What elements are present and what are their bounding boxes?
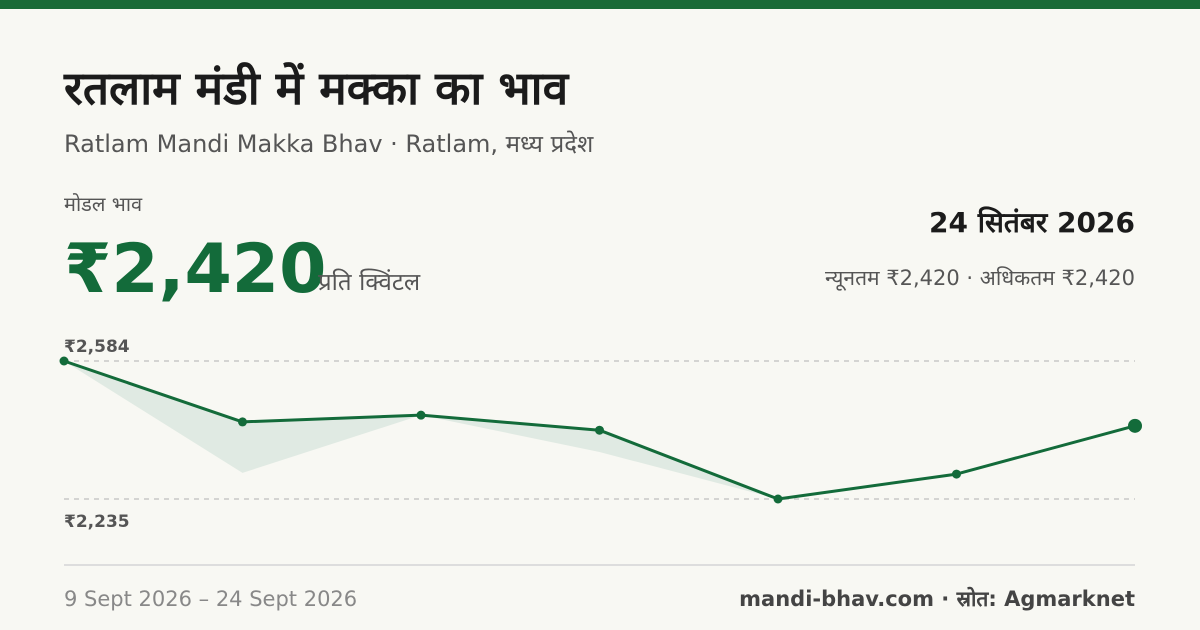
point [952,469,961,479]
y-tick-label: ₹2,235 [64,512,130,532]
price-range: न्यूनतम ₹2,420 · अधिकतम ₹2,420 [825,266,1135,291]
period: 9 Sept 2026 – 24 Sept 2026 [64,587,357,611]
range-area [64,361,778,499]
point [59,356,69,366]
point [1128,418,1142,433]
point [238,417,247,427]
price-label: मोडल भाव [64,192,143,216]
point [773,494,783,504]
point [595,425,604,435]
price-unit: प्रति क्विंटल [318,268,421,296]
y-tick-label: ₹2,584 [64,337,130,357]
point [416,410,426,420]
price-date: 24 सितंबर 2026 [929,206,1135,239]
source: mandi-bhav.com · स्रोत: Agmarknet [739,586,1135,611]
title: रतलाम मंडी में मक्का का भाव [63,61,570,115]
price-value: ₹2,420 [64,230,326,309]
plot: ₹2,584 ₹2,235 [59,337,1142,532]
subtitle: Ratlam Mandi Makka Bhav · Ratlam, मध्य प… [64,130,594,158]
top-bar [0,0,1200,9]
